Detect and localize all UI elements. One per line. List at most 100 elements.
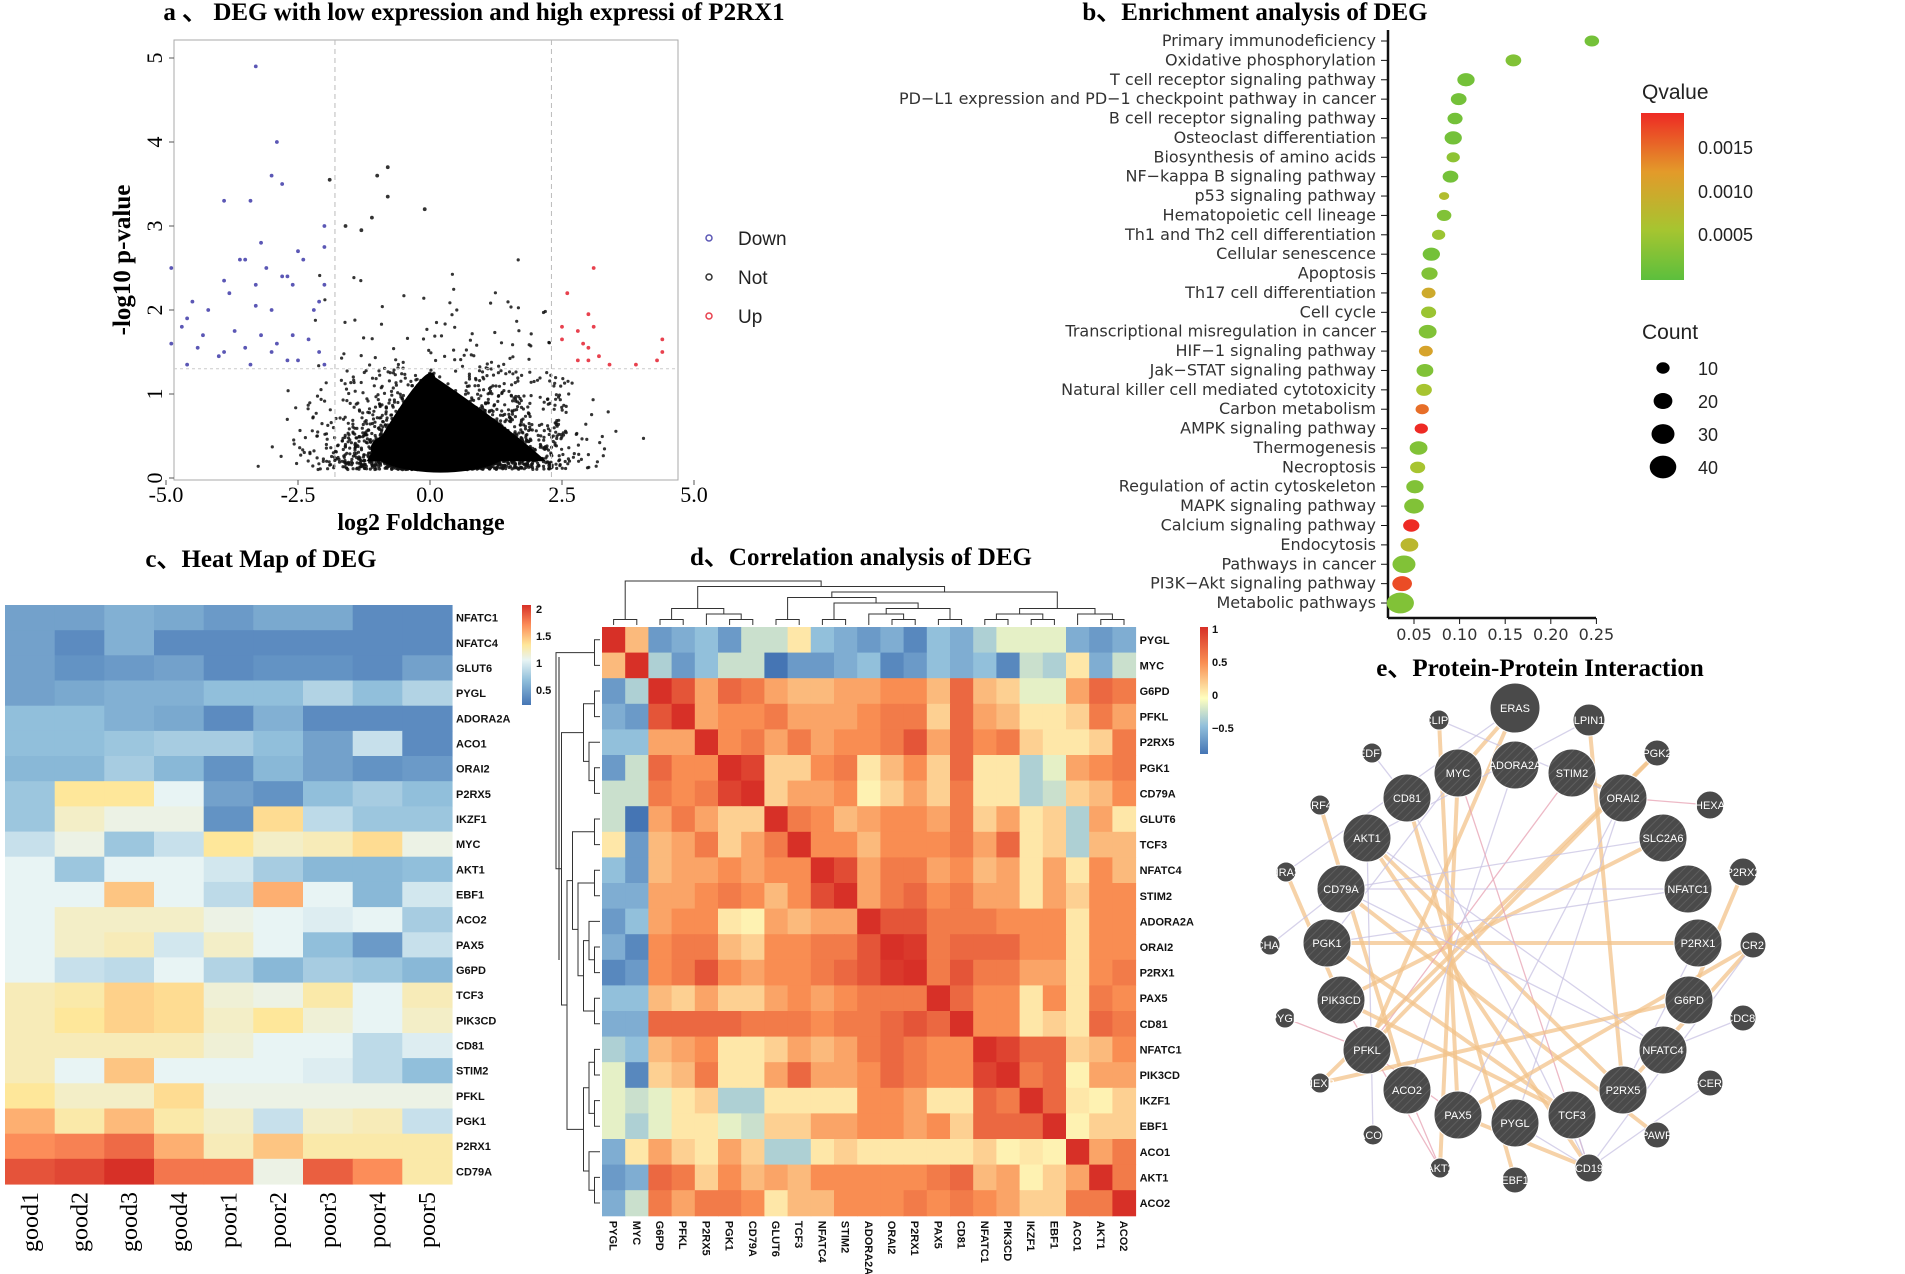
row-dendrogram-branch bbox=[555, 652, 595, 870]
volcano-point-not bbox=[342, 460, 346, 464]
count-legend-dot bbox=[1649, 455, 1677, 479]
correlation-cell bbox=[810, 652, 835, 679]
heatmap-cell bbox=[5, 1133, 56, 1160]
x-tick-label: 0.05 bbox=[1396, 625, 1432, 644]
volcano-y-label: -log10 p-value bbox=[109, 185, 136, 336]
correlation-cell bbox=[1042, 1062, 1067, 1089]
volcano-point-down bbox=[280, 274, 285, 279]
correlation-cell bbox=[926, 1190, 951, 1217]
heatmap-cell bbox=[352, 1033, 403, 1059]
network-node: ACO1 bbox=[1358, 1124, 1388, 1146]
correlation-col-label: PYGL bbox=[607, 1221, 619, 1251]
volcano-point-not bbox=[510, 410, 514, 414]
term-label: Primary immunodeficiency bbox=[1162, 31, 1376, 50]
correlation-cell bbox=[694, 1164, 719, 1191]
volcano-point-not bbox=[500, 409, 504, 413]
volcano-point-not bbox=[360, 416, 364, 420]
correlation-cell bbox=[1066, 627, 1090, 654]
y-tick-label: 2 bbox=[142, 305, 167, 316]
network-node: LPIN1 bbox=[1572, 703, 1606, 737]
volcano-point-not bbox=[555, 434, 559, 438]
correlation-cell bbox=[602, 1087, 626, 1114]
volcano-point-not bbox=[529, 332, 533, 336]
network-node-label: CR2 bbox=[1742, 940, 1764, 952]
volcano-point-down bbox=[222, 350, 226, 354]
correlation-cell bbox=[950, 780, 974, 807]
correlation-cell bbox=[1066, 1190, 1090, 1217]
volcano-point-not bbox=[564, 431, 568, 435]
correlation-cell bbox=[1042, 1190, 1067, 1217]
volcano-point-not bbox=[379, 416, 383, 420]
volcano-point-down bbox=[274, 140, 279, 144]
volcano-point-not bbox=[507, 412, 511, 416]
volcano-point-not bbox=[537, 423, 542, 427]
correlation-cell bbox=[741, 1087, 765, 1114]
heatmap-cell bbox=[402, 605, 453, 631]
volcano-point-not bbox=[514, 370, 518, 374]
term-dot bbox=[1406, 480, 1424, 494]
heatmap-cell bbox=[203, 680, 254, 707]
correlation-cell bbox=[671, 652, 696, 679]
correlation-cell bbox=[1089, 1036, 1113, 1063]
network-node-circle bbox=[1382, 773, 1432, 823]
correlation-cell bbox=[625, 1036, 649, 1063]
volcano-point-not bbox=[561, 377, 565, 381]
correlation-cell bbox=[787, 1036, 812, 1063]
term-dot bbox=[1450, 93, 1467, 106]
correlation-cell bbox=[718, 883, 742, 910]
network-node: NFATC1 bbox=[1663, 864, 1713, 914]
heatmap-cell bbox=[104, 705, 155, 732]
volcano-point-not bbox=[513, 381, 517, 385]
volcano-point-not bbox=[527, 357, 531, 361]
correlation-cell bbox=[1112, 959, 1137, 986]
correlation-cell bbox=[694, 703, 719, 730]
heatmap-gene-label: P2RX5 bbox=[456, 789, 491, 801]
volcano-point-not bbox=[343, 224, 348, 228]
volcano-point-down bbox=[248, 362, 253, 367]
correlation-cell bbox=[880, 1113, 905, 1140]
correlation-cell bbox=[787, 1113, 812, 1140]
volcano-point-not bbox=[529, 438, 533, 442]
heatmap-cell bbox=[303, 705, 354, 732]
volcano-point-not bbox=[279, 454, 283, 458]
heatmap-cell bbox=[402, 831, 453, 858]
volcano-point-down bbox=[169, 341, 174, 346]
network-node-circle bbox=[1361, 742, 1383, 764]
correlation-cell bbox=[926, 678, 951, 705]
correlation-cell bbox=[602, 1113, 626, 1140]
correlation-cell bbox=[648, 627, 673, 654]
qvalue-tick: 0.0005 bbox=[1698, 225, 1753, 245]
volcano-point-not bbox=[341, 447, 345, 452]
volcano-point-not bbox=[347, 427, 351, 431]
volcano-point-not bbox=[405, 336, 410, 340]
volcano-point-up bbox=[586, 312, 591, 317]
volcano-point-not bbox=[355, 456, 359, 460]
correlation-cell bbox=[857, 678, 881, 705]
volcano-point-not bbox=[380, 305, 384, 309]
heatmap-cell bbox=[104, 831, 155, 858]
correlation-cell bbox=[857, 985, 881, 1012]
heatmap-cell bbox=[303, 1083, 354, 1110]
correlation-cell bbox=[718, 678, 742, 705]
volcano-point-not bbox=[553, 403, 557, 407]
heatmap-cell bbox=[203, 982, 254, 1009]
correlation-cell bbox=[996, 780, 1021, 807]
volcano-point-not bbox=[377, 467, 382, 471]
correlation-cell bbox=[787, 703, 812, 730]
correlation-col-label: NFATC4 bbox=[815, 1221, 827, 1264]
network-node: AKT2 bbox=[1426, 1157, 1454, 1179]
correlation-cell bbox=[880, 703, 905, 730]
heatmap-gene-label: PAX5 bbox=[456, 940, 484, 952]
volcano-point-not bbox=[528, 414, 532, 419]
heatmap-cell bbox=[104, 982, 155, 1009]
correlation-cell bbox=[787, 1087, 812, 1114]
heatmap-cell bbox=[154, 1133, 205, 1160]
heatmap-gene-label: IKZF1 bbox=[456, 814, 487, 826]
volcano-point-not bbox=[554, 430, 558, 434]
volcano-point-not bbox=[319, 397, 323, 401]
volcano-point-not bbox=[363, 433, 367, 437]
correlation-cell bbox=[834, 908, 858, 935]
volcano-point-not bbox=[352, 405, 356, 409]
volcano-point-not bbox=[495, 407, 499, 411]
heatmap-cell bbox=[303, 1108, 354, 1135]
